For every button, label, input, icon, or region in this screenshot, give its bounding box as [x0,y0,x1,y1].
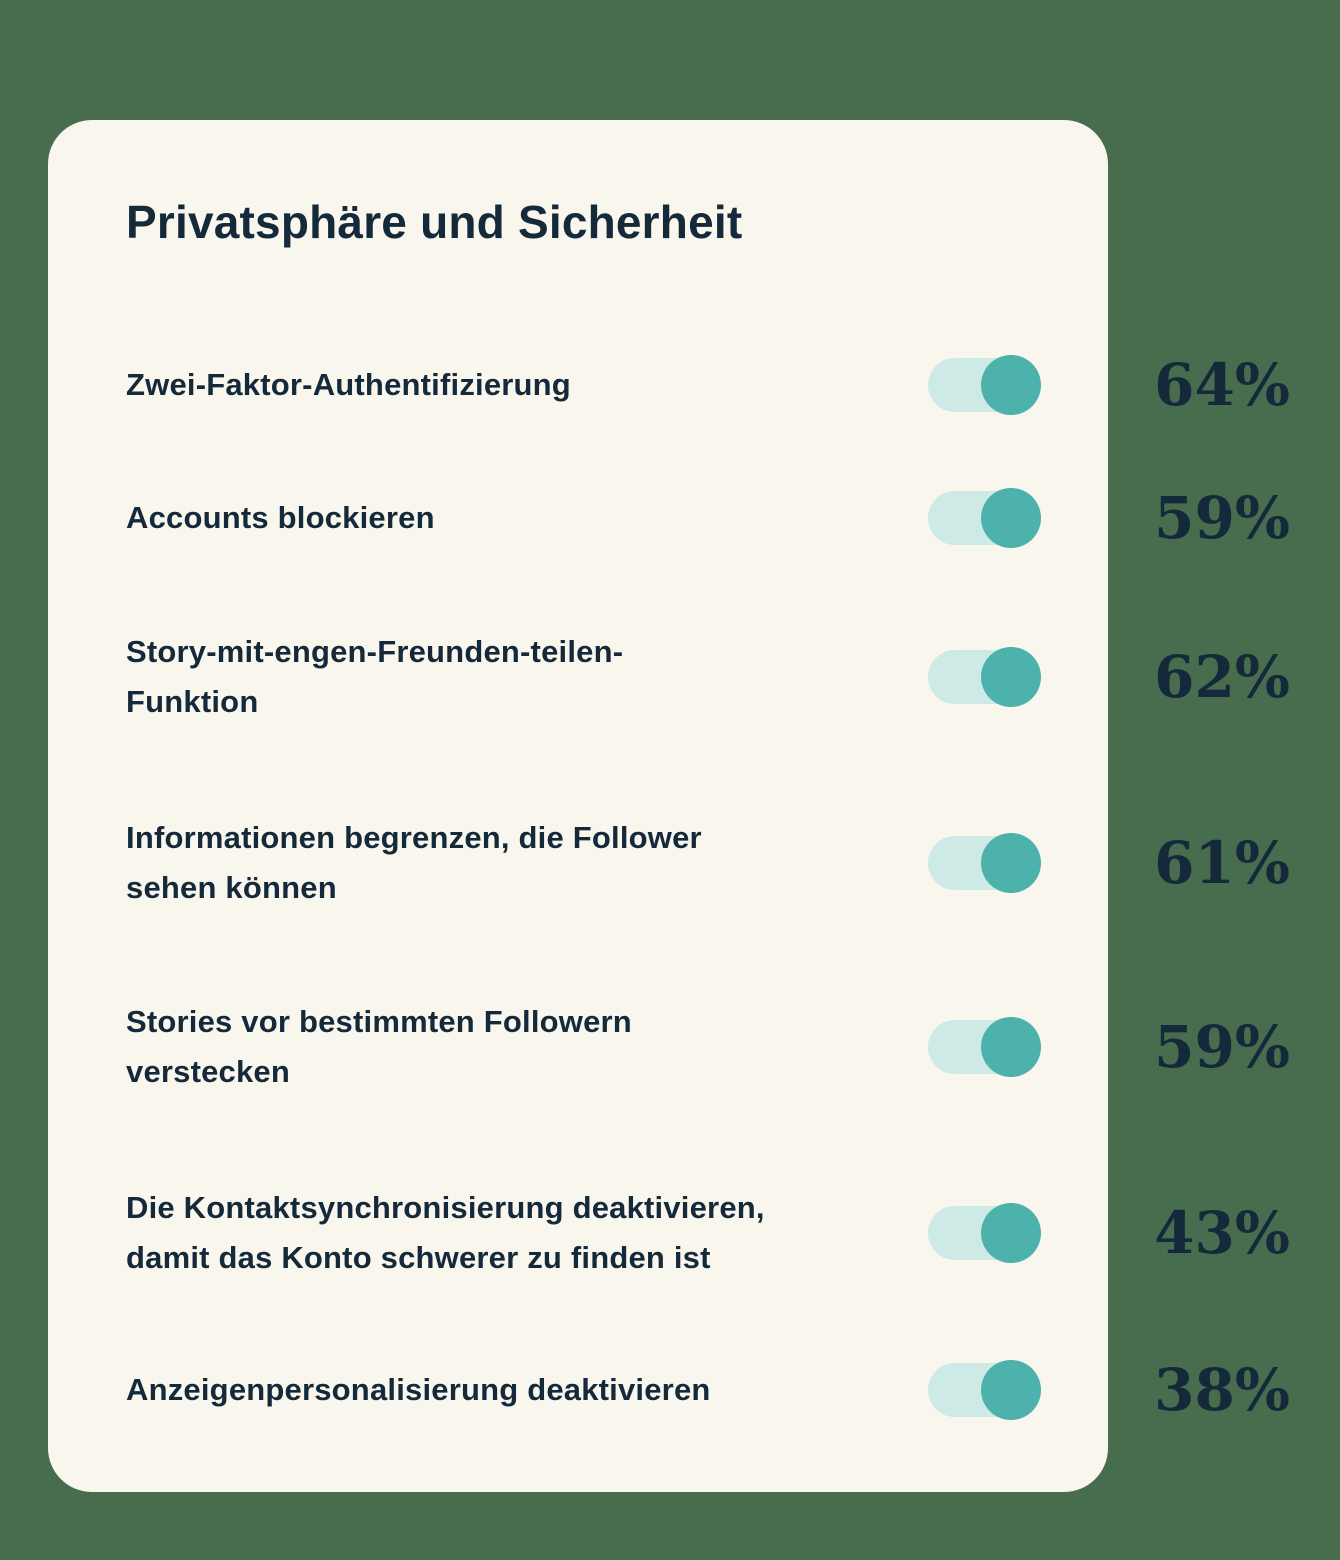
toggle-switch[interactable] [928,355,1041,415]
setting-label: Story-mit-engen-Freunden-teilen- Funktio… [126,634,624,719]
percent-value: 43% [1154,1199,1290,1267]
setting-label: Accounts blockieren [126,500,435,535]
setting-row: Story-mit-engen-Freunden-teilen- Funktio… [126,627,1290,727]
setting-label: Die Kontaktsynchronisierung deaktivieren… [126,1190,765,1275]
percent-value: 64% [1154,351,1290,419]
percent-value: 62% [1154,643,1290,711]
setting-row: Zwei-Faktor-Authentifizierung 64% [126,351,1290,419]
setting-row: Informationen begrenzen, die Follower se… [126,813,1290,913]
toggle-switch[interactable] [928,647,1041,707]
toggle-switch[interactable] [928,488,1041,548]
percent-value: 59% [1154,484,1290,552]
percent-value: 38% [1154,1356,1290,1424]
card-title: Privatsphäre und Sicherheit [126,196,743,248]
setting-label: Stories vor bestimmten Followern verstec… [126,1004,632,1089]
percent-value: 59% [1154,1013,1290,1081]
setting-row: Accounts blockieren 59% [126,484,1290,552]
privacy-card [48,120,1108,1492]
setting-row: Anzeigenpersonalisierung deaktivieren 38… [126,1356,1290,1424]
toggle-knob [981,1360,1041,1420]
toggle-switch[interactable] [928,1017,1041,1077]
toggle-knob [981,355,1041,415]
toggle-knob [981,488,1041,548]
percent-value: 61% [1154,829,1290,897]
toggle-knob [981,1017,1041,1077]
setting-label: Zwei-Faktor-Authentifizierung [126,367,571,402]
setting-row: Stories vor bestimmten Followern verstec… [126,997,1290,1097]
setting-row: Die Kontaktsynchronisierung deaktivieren… [126,1183,1290,1283]
toggle-knob [981,647,1041,707]
setting-label: Informationen begrenzen, die Follower se… [126,820,702,905]
toggle-knob [981,833,1041,893]
setting-label: Anzeigenpersonalisierung deaktivieren [126,1372,711,1407]
toggle-knob [981,1203,1041,1263]
toggle-switch[interactable] [928,1203,1041,1263]
toggle-switch[interactable] [928,1360,1041,1420]
toggle-switch[interactable] [928,833,1041,893]
